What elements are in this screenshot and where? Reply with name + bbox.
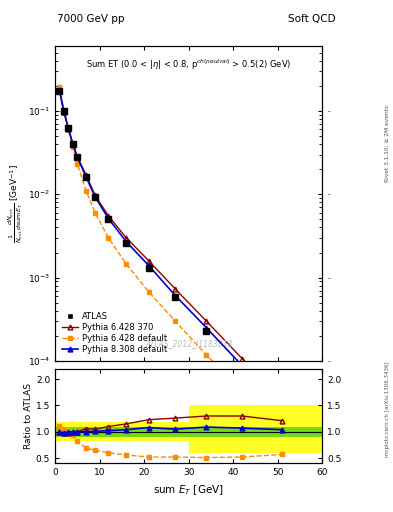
Text: Soft QCD: Soft QCD: [288, 14, 336, 25]
Y-axis label: $\frac{1}{N_\mathrm{evt}}\frac{dN_\mathrm{evt}}{d\mathrm{sum}\,E_T}$ [GeV$^{-1}$: $\frac{1}{N_\mathrm{evt}}\frac{dN_\mathr…: [6, 164, 25, 243]
X-axis label: sum $E_T$ [GeV]: sum $E_T$ [GeV]: [153, 483, 224, 497]
Legend: ATLAS, Pythia 6.428 370, Pythia 6.428 default, Pythia 8.308 default: ATLAS, Pythia 6.428 370, Pythia 6.428 de…: [59, 310, 169, 357]
Text: 7000 GeV pp: 7000 GeV pp: [57, 14, 125, 25]
Text: Rivet 3.1.10; ≥ 2M events: Rivet 3.1.10; ≥ 2M events: [385, 105, 389, 182]
Text: Sum ET (0.0 < |$\eta$| < 0.8, p$^{ch(neutral)}$ > 0.5(2) GeV): Sum ET (0.0 < |$\eta$| < 0.8, p$^{ch(neu…: [86, 57, 291, 72]
Text: mcplots.cern.ch [arXiv:1306.3436]: mcplots.cern.ch [arXiv:1306.3436]: [385, 362, 389, 457]
Y-axis label: Ratio to ATLAS: Ratio to ATLAS: [24, 383, 33, 449]
Text: ATLAS_2012_I1183818: ATLAS_2012_I1183818: [145, 339, 232, 348]
